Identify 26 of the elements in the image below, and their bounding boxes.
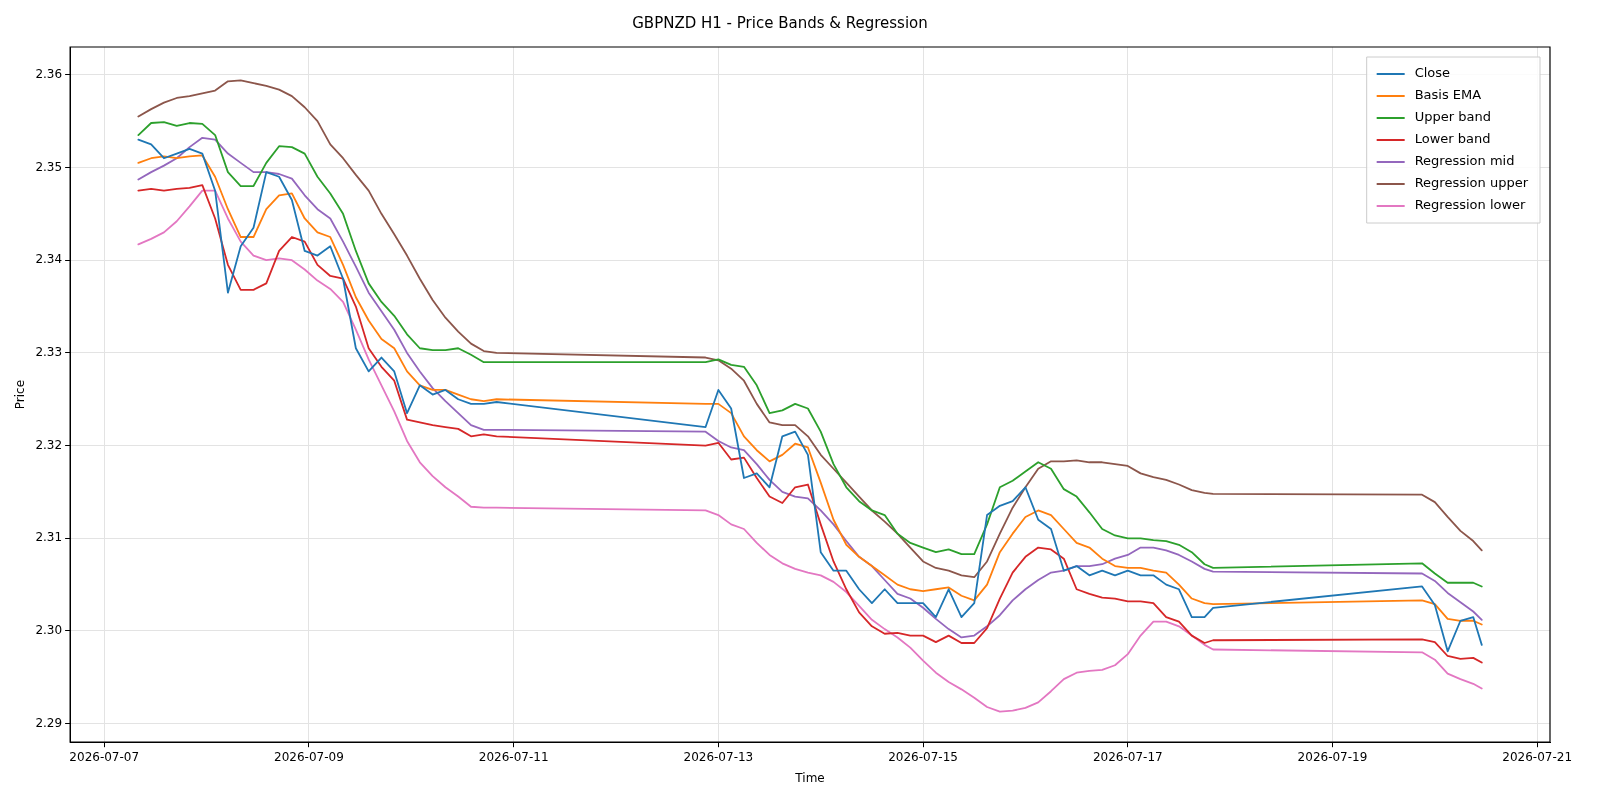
chart-title: GBPNZD H1 - Price Bands & Regression xyxy=(632,13,928,32)
x-tick-label: 2026-07-11 xyxy=(478,749,549,764)
x-tick-label: 2026-07-19 xyxy=(1297,749,1368,764)
legend-label: Close xyxy=(1414,65,1451,81)
x-tick-label: 2026-07-07 xyxy=(69,749,140,764)
legend-label: Basis EMA xyxy=(1414,87,1482,103)
x-axis-title: Time xyxy=(794,770,825,785)
y-tick-label: 2.29 xyxy=(35,715,63,730)
y-tick-label: 2.30 xyxy=(35,623,63,638)
y-tick-label: 2.36 xyxy=(35,66,63,81)
x-tick-label: 2026-07-13 xyxy=(683,749,754,764)
y-tick-label: 2.35 xyxy=(35,159,63,174)
legend-label: Upper band xyxy=(1414,109,1491,125)
y-tick-label: 2.33 xyxy=(35,345,63,360)
x-tick-label: 2026-07-09 xyxy=(274,749,344,764)
y-axis-title: Price xyxy=(13,379,28,410)
x-tick-label: 2026-07-15 xyxy=(888,749,958,764)
y-tick-label: 2.32 xyxy=(35,437,63,452)
legend-label: Regression lower xyxy=(1414,197,1527,213)
y-tick-label: 2.31 xyxy=(35,530,63,545)
x-tick-label: 2026-07-21 xyxy=(1502,749,1573,764)
legend-label: Regression upper xyxy=(1414,175,1529,191)
x-tick-label: 2026-07-17 xyxy=(1092,749,1163,764)
legend-label: Regression mid xyxy=(1414,153,1515,169)
y-tick-label: 2.34 xyxy=(35,252,63,267)
legend-label: Lower band xyxy=(1414,131,1491,147)
